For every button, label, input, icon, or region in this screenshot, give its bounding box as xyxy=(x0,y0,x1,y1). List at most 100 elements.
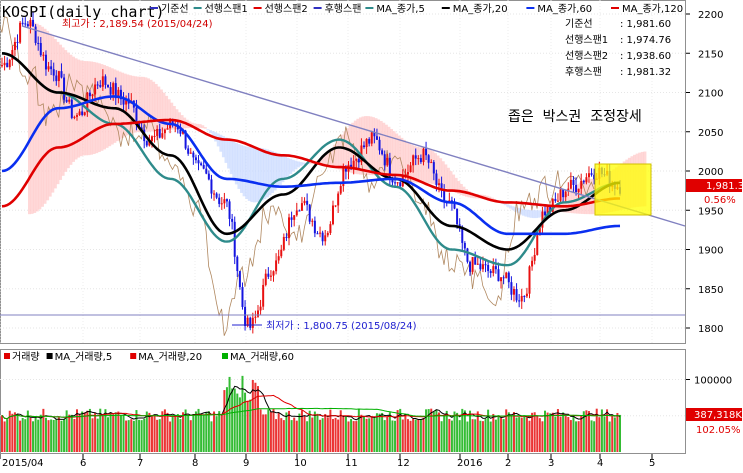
volume-bar xyxy=(582,411,585,452)
candle-body xyxy=(381,150,384,155)
ichimoku-cloud xyxy=(433,153,437,185)
ichimoku-cloud xyxy=(48,33,52,197)
volume-bar xyxy=(130,419,133,452)
volume-bar xyxy=(474,419,477,452)
volume-bar xyxy=(73,418,76,452)
volume-bar xyxy=(344,416,347,452)
volume-bar xyxy=(585,410,588,452)
candle-body xyxy=(37,42,40,44)
legend-label: 선행스팬2 xyxy=(265,3,308,15)
ichimoku-cloud xyxy=(276,153,280,188)
volume-bar xyxy=(125,420,128,452)
candle-body xyxy=(225,199,228,202)
candle-body xyxy=(264,273,267,285)
volume-bar xyxy=(68,414,71,452)
ichimoku-cloud xyxy=(30,22,34,214)
volume-bar xyxy=(360,414,363,452)
y-tick-label: 1900 xyxy=(698,246,723,257)
candle-body xyxy=(163,129,166,134)
volume-bar xyxy=(1,415,3,452)
ma20-line xyxy=(1,52,621,251)
candle-body xyxy=(73,116,76,118)
candle-body xyxy=(505,272,508,279)
ichimoku-cloud xyxy=(234,142,238,185)
candle-body xyxy=(388,157,391,178)
candle-body xyxy=(453,203,456,209)
volume-bar xyxy=(293,417,296,452)
candle-body xyxy=(189,152,192,154)
volume-bar xyxy=(215,416,218,452)
candle-body xyxy=(577,188,580,193)
ichimoku-cloud xyxy=(537,210,541,218)
volume-bar xyxy=(616,412,619,452)
box-annotation: 좁은 박스권 조정장세 xyxy=(508,109,642,125)
volume-bar xyxy=(19,420,22,452)
volume-bar xyxy=(337,419,340,452)
ichimoku-cloud xyxy=(162,92,166,131)
candle-body xyxy=(200,163,203,166)
ichimoku-cloud xyxy=(415,146,419,183)
volume-bar xyxy=(288,410,291,452)
ichimoku-cloud xyxy=(123,73,127,137)
candle-body xyxy=(425,148,428,156)
volume-pct-tag: 102.05% xyxy=(696,425,741,436)
candle-body xyxy=(363,145,366,148)
volume-bar xyxy=(368,418,371,452)
ichimoku-cloud xyxy=(454,177,458,193)
volume-bar xyxy=(166,412,169,452)
ichimoku-cloud xyxy=(165,95,169,131)
ichimoku-cloud xyxy=(193,123,197,128)
volume-bar xyxy=(425,409,428,452)
candle-body xyxy=(569,179,572,189)
candle-body xyxy=(112,83,115,95)
volume-bar xyxy=(569,420,572,452)
volume-bar xyxy=(171,415,174,452)
ichimoku-cloud xyxy=(271,151,275,193)
volume-bar xyxy=(282,420,285,452)
ichimoku-cloud xyxy=(340,134,344,171)
y-tick-label: 2050 xyxy=(698,128,723,139)
ichimoku-cloud xyxy=(552,207,556,212)
ichimoku-cloud xyxy=(333,144,337,168)
volume-bar xyxy=(556,409,559,452)
volume-bar xyxy=(94,413,97,452)
volume-bar xyxy=(422,417,425,452)
volume-bar xyxy=(394,420,397,452)
volume-bar xyxy=(406,419,409,452)
ichimoku-cloud xyxy=(371,117,375,176)
volume-bar xyxy=(218,411,221,452)
volume-bar xyxy=(107,417,110,452)
volume-bar xyxy=(99,408,102,452)
ichimoku-cloud xyxy=(343,131,347,172)
last-volume-tag: 387,318K xyxy=(694,410,742,421)
ichimoku-cloud xyxy=(449,171,453,191)
volume-bar xyxy=(127,420,130,452)
volume-bar xyxy=(34,417,37,452)
ichimoku-cloud xyxy=(278,154,282,185)
candle-body xyxy=(42,54,45,56)
volume-bar xyxy=(197,408,200,452)
volume-bar xyxy=(435,409,438,452)
candle-body xyxy=(197,160,200,164)
candle-body xyxy=(13,41,16,51)
volume-bar xyxy=(269,411,272,452)
candle-body xyxy=(107,84,110,88)
ichimoku-cloud xyxy=(286,157,290,177)
candle-body xyxy=(414,155,417,159)
candle-body xyxy=(244,306,247,327)
downtrend-line xyxy=(21,25,686,227)
ichimoku-cloud xyxy=(421,147,425,183)
volume-bar xyxy=(86,410,89,452)
ichimoku-cloud xyxy=(175,109,179,130)
ichimoku-cloud xyxy=(322,156,326,165)
volume-bar xyxy=(60,420,63,452)
low-annotation: 최저가 : 1,800.75 (2015/08/24) xyxy=(266,320,417,332)
ichimoku-cloud xyxy=(485,195,489,200)
ichimoku-cloud xyxy=(40,26,44,207)
ichimoku-cloud xyxy=(79,60,83,157)
candle-body xyxy=(523,295,526,297)
ichimoku-cloud xyxy=(490,197,494,201)
volume-bar xyxy=(443,415,446,452)
candle-body xyxy=(63,77,66,100)
volume-bar xyxy=(184,409,187,452)
